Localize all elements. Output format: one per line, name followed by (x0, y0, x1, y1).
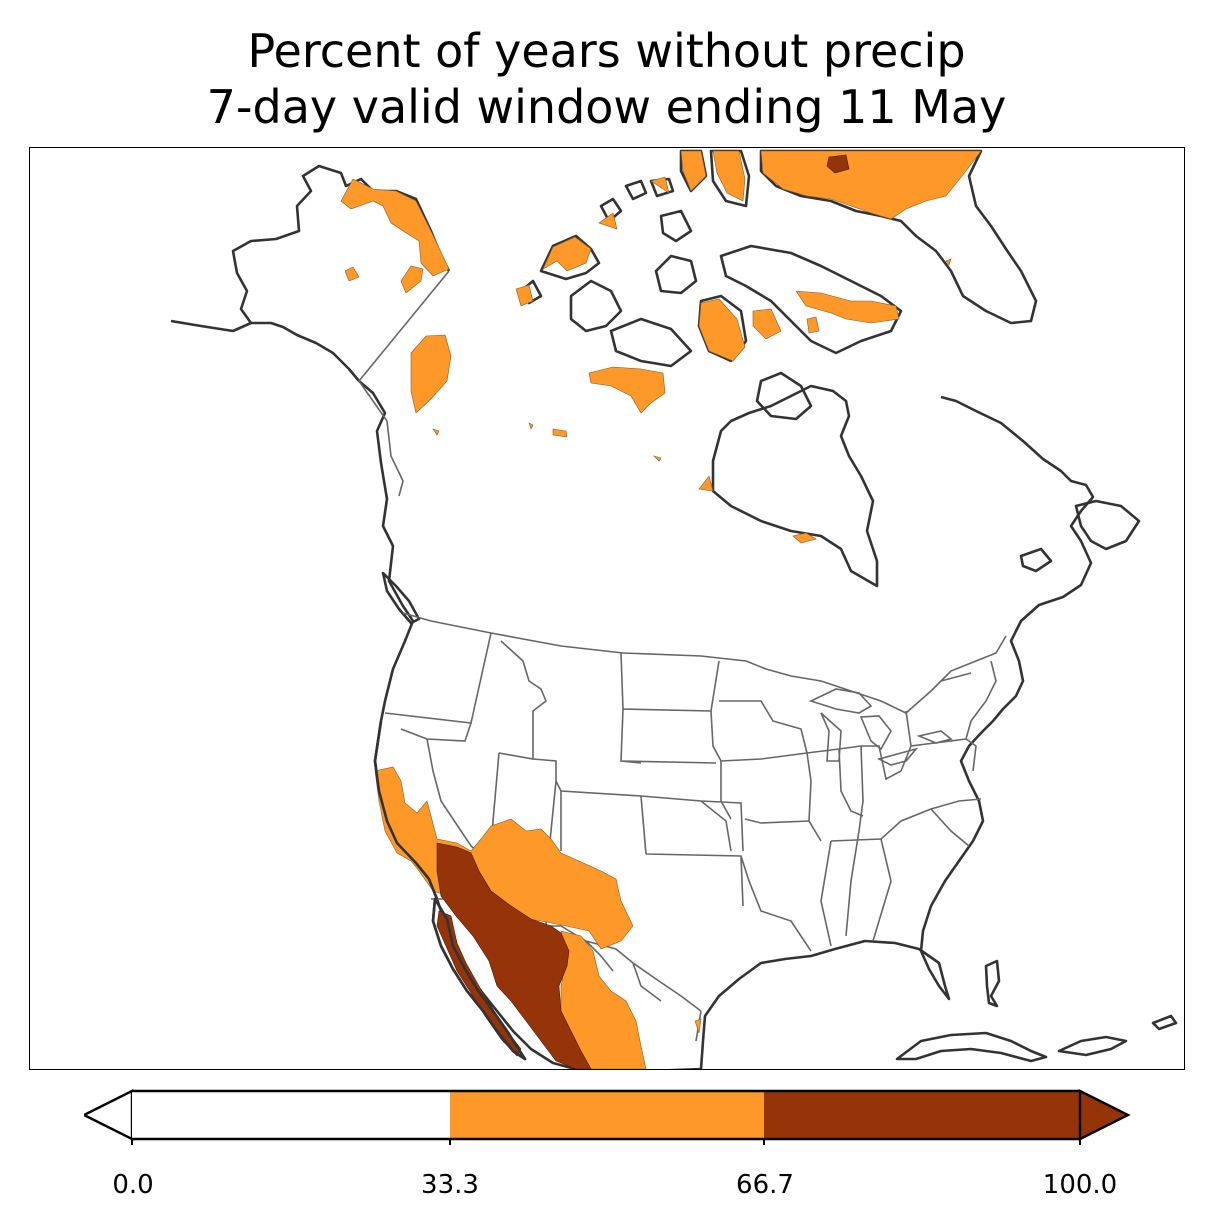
political-borders (358, 270, 1007, 1042)
coastline-caribbean (895, 959, 1178, 1063)
coastlines (170, 149, 1178, 1069)
tick-label-3: 100.0 (1042, 1170, 1118, 1200)
title-line-1: Percent of years without precip (247, 24, 966, 78)
colorbar-ticks (131, 1139, 1081, 1145)
coastline-mexico-south (575, 1067, 701, 1069)
area-arctic-islands (515, 150, 900, 362)
coastline-baja-overlay (431, 897, 527, 1061)
coastline-west-overlay (373, 720, 439, 900)
map-panel (29, 147, 1185, 1070)
area-greenland-peak (826, 154, 850, 174)
area-nwt (432, 366, 666, 462)
colorbar-bin-high (764, 1091, 1080, 1139)
colorbar-extend-low (84, 1089, 134, 1141)
border-alaska-canada (358, 270, 450, 497)
area-baja-peninsula (436, 910, 522, 1057)
coastline-hudson-bay (711, 384, 879, 588)
coastlines-overlay (373, 720, 527, 1061)
coastline-newfoundland (1019, 499, 1141, 573)
colorbar-bin-low (132, 1091, 450, 1139)
bin-33-67-areas (340, 150, 982, 1069)
area-gulf-coast-small (694, 1018, 702, 1034)
border-us-canada (402, 612, 1007, 714)
area-sonoran-desert (436, 842, 592, 1069)
colorbar (84, 1089, 1131, 1145)
coastline-greenland (759, 149, 1038, 325)
area-alaska-north (340, 178, 450, 277)
area-greenland-north (760, 150, 982, 266)
title-line-2: 7-day valid window ending 11 May (206, 80, 1007, 134)
tick-label-0: 0.0 (112, 1170, 154, 1200)
colorbar-extend-high (1078, 1089, 1131, 1141)
area-alaska-interior (344, 265, 424, 294)
tick-label-2: 66.7 (736, 1170, 794, 1200)
area-hudson-southwest (698, 475, 817, 544)
north-america-map (170, 149, 1178, 1069)
tick-label-1: 33.3 (421, 1170, 479, 1200)
area-mexico-west (560, 930, 647, 1069)
coastline-gulf-east (699, 395, 1095, 1069)
border-great-lakes (808, 688, 953, 766)
area-yukon (410, 334, 452, 414)
colorbar-outline (132, 1089, 1080, 1141)
bin-67-100-areas (436, 154, 850, 1069)
colorbar-bin-mid (450, 1091, 764, 1139)
coastline-vancouver-island (381, 571, 421, 625)
